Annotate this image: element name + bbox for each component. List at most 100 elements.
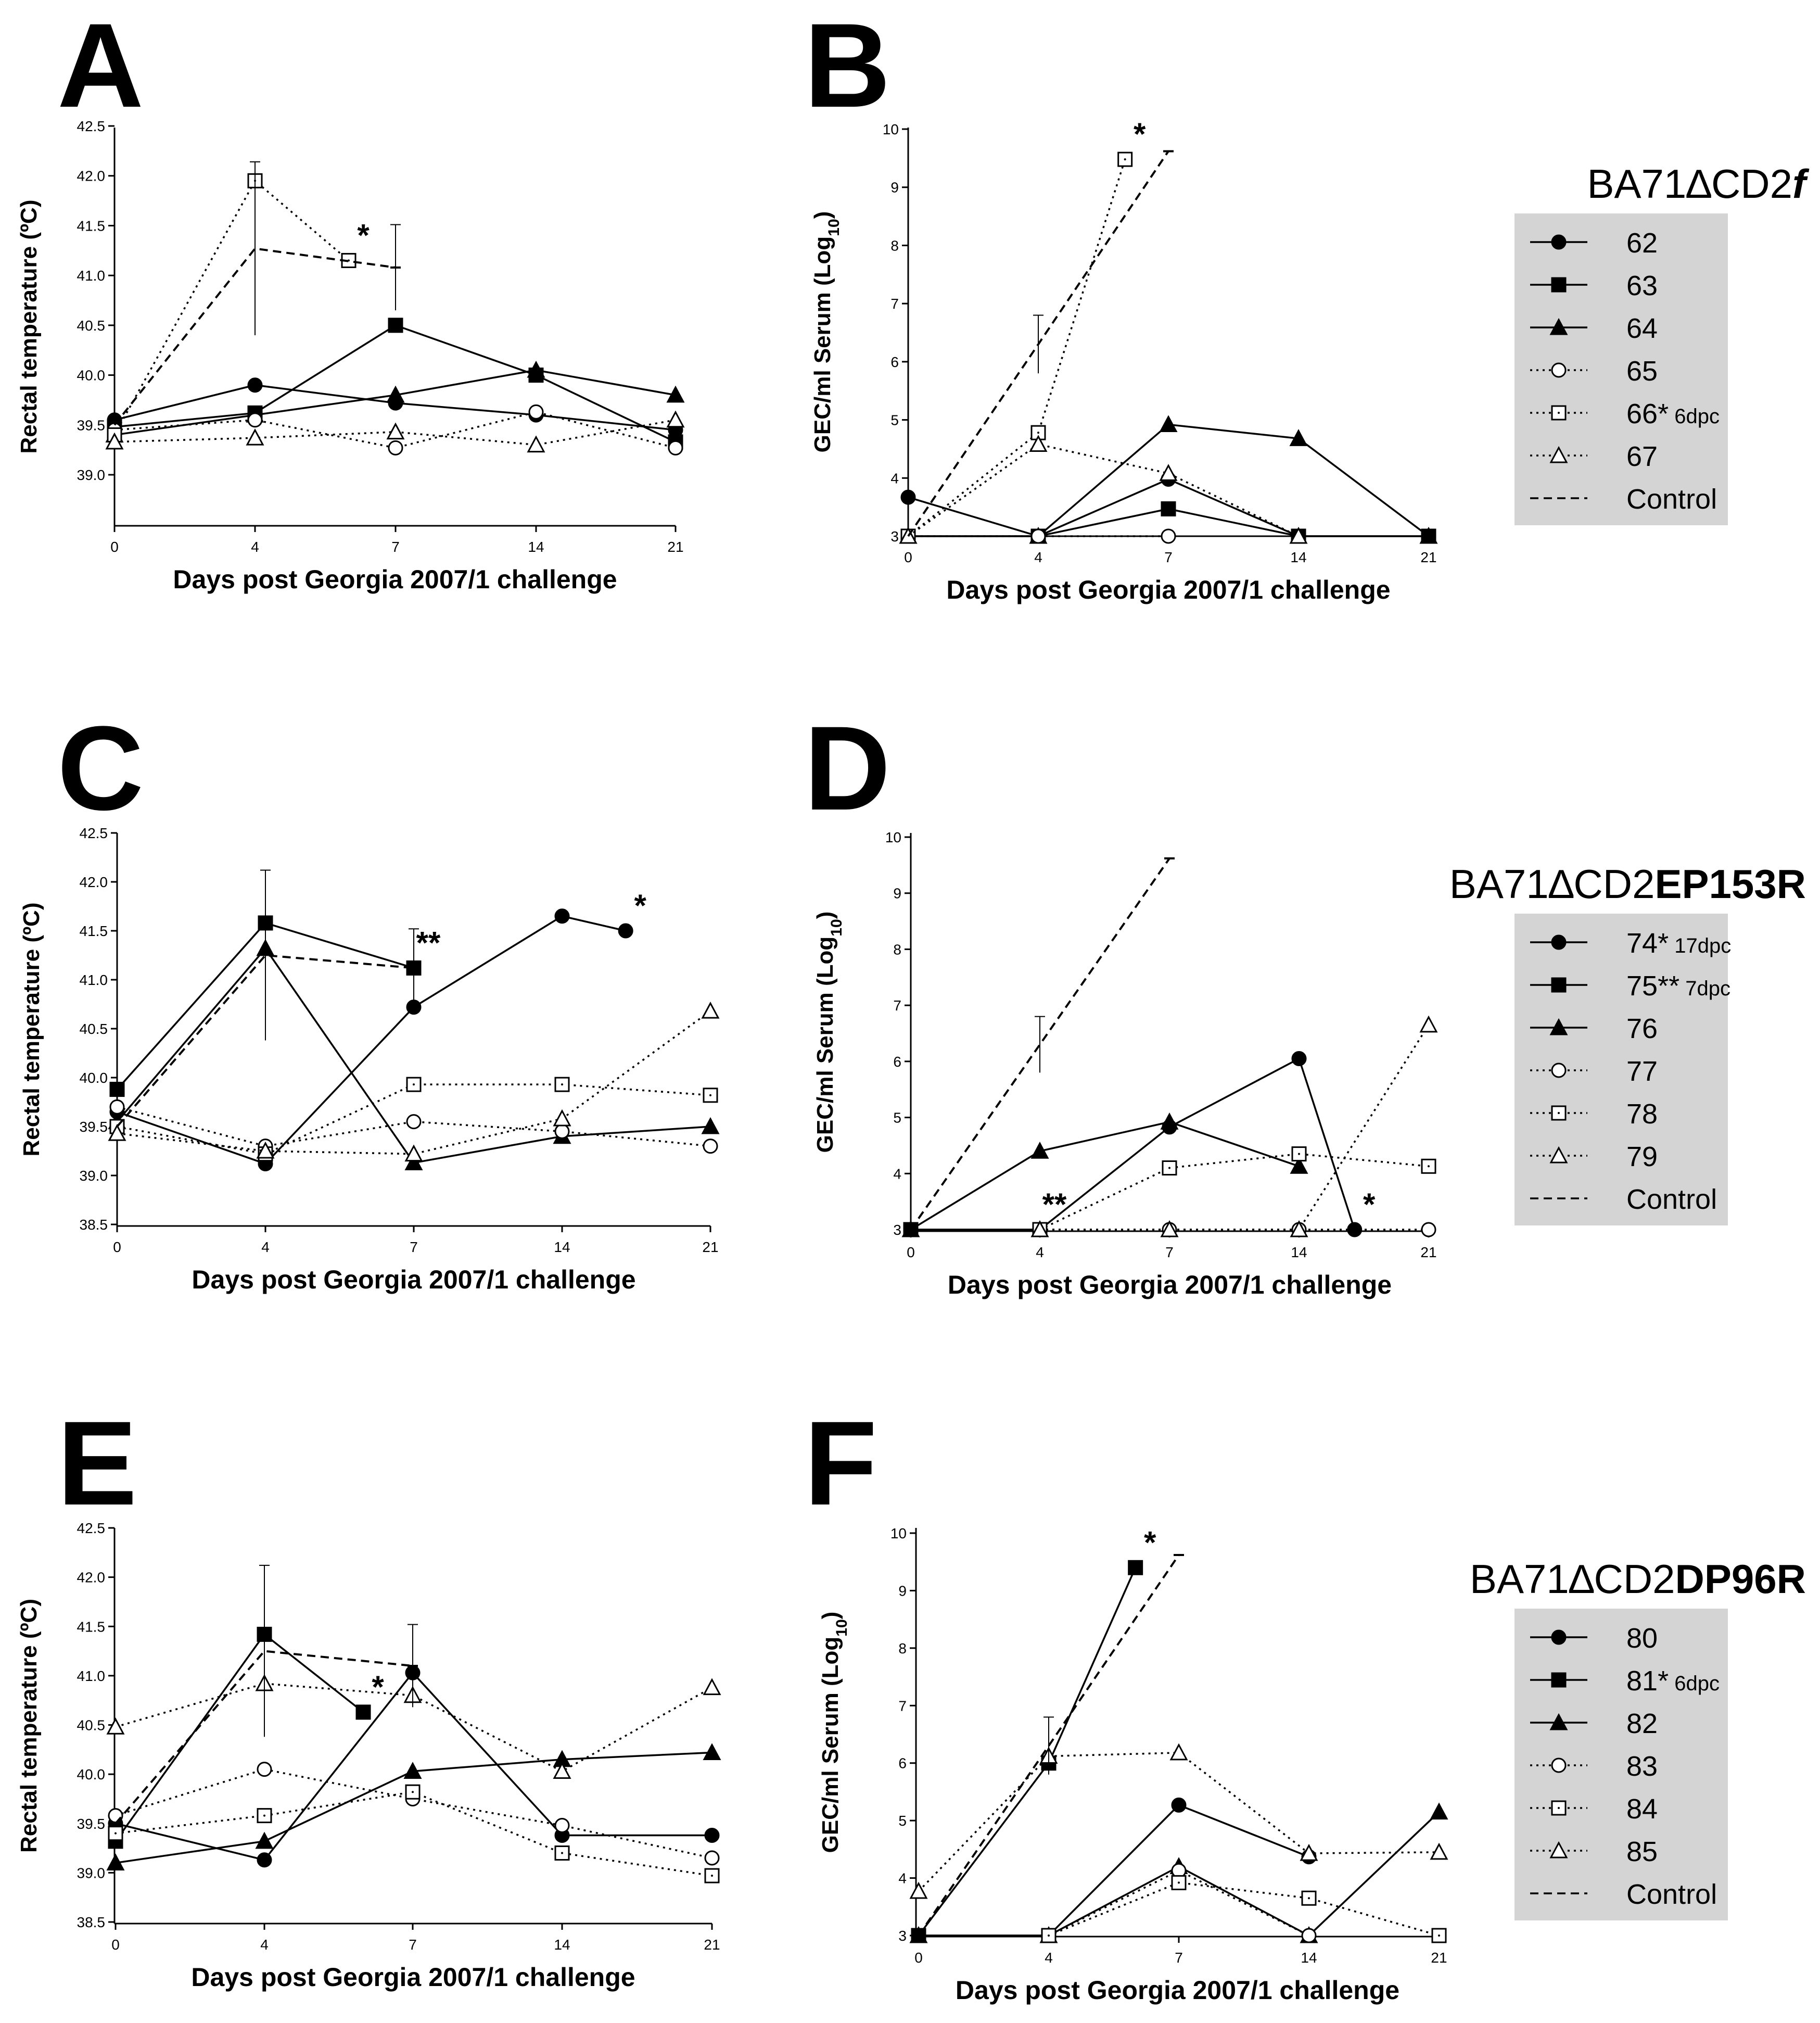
x-tick-label: 4 [1034, 549, 1042, 565]
series-control [918, 1553, 1184, 1937]
y-tick-label: 39.5 [80, 1119, 108, 1135]
y-tick-label: 6 [898, 1755, 907, 1772]
x-axis-title: Days post Georgia 2007/1 challenge [173, 565, 617, 594]
data-point [553, 1762, 571, 1779]
data-point [1421, 1222, 1436, 1237]
data-point [247, 377, 263, 393]
data-point-dot [1438, 1935, 1440, 1937]
data-point [618, 923, 633, 939]
y-axis-title: GEC/ml Serum (Log10) [818, 1612, 850, 1853]
x-axis-title: Days post Georgia 2007/1 challenge [946, 575, 1390, 604]
legend-marker [1549, 1841, 1568, 1858]
data-point [554, 1123, 570, 1139]
series-82 [106, 1743, 721, 1870]
legend-title: BA71∆CD2EP153R [1449, 861, 1806, 907]
data-point-dot [1037, 432, 1039, 434]
data-point [355, 1704, 371, 1720]
x-tick-label: 21 [667, 539, 683, 555]
y-tick-label: 8 [890, 237, 899, 254]
annotation-star: ** [1042, 1187, 1067, 1222]
y-tick-label: 40.0 [77, 368, 106, 384]
x-tick-label: 7 [1175, 1950, 1183, 1966]
data-point-dot [413, 1083, 415, 1086]
legend-box [1514, 914, 1728, 1225]
chart-panel-a: A 39.0 39.5 40.0 40.5 41.0 41.5 42.0 42.5 0 4 7 14 21… [16, 0, 685, 594]
panel-letter-b: B [804, 0, 890, 132]
y-tick-label: 9 [893, 886, 901, 902]
y-axis-title: Rectal temperature (ºC) [16, 1599, 42, 1853]
data-point-dot [263, 1814, 265, 1817]
legend-label: 79 [1626, 1141, 1658, 1172]
x-tick-label: 0 [113, 1239, 121, 1255]
data-point-dot [1298, 1153, 1300, 1155]
legend-label: 64 [1626, 313, 1658, 344]
y-tick-label: 41.5 [77, 218, 106, 234]
x-axis-title: Days post Georgia 2007/1 challenge [948, 1270, 1392, 1299]
legend-b: BA71∆CD2f 62 63 64 65 66* 6dpc 67 Control [1514, 161, 1810, 525]
data-point [703, 1139, 718, 1154]
annotation-star: * [1134, 117, 1146, 151]
x-tick-label: 0 [914, 1950, 923, 1966]
data-point-dot [114, 1832, 117, 1835]
y-tick-label: 42.5 [80, 825, 108, 841]
data-point-dot [709, 1094, 711, 1096]
chart-panel-e: E 38.5 39.0 39.5 40.0 40.5 41.0 41.5 42.0 42.5 0 4 7… [16, 1396, 721, 1992]
data-point [1161, 528, 1176, 544]
series-control [116, 869, 419, 1128]
x-tick-label: 21 [1420, 1244, 1436, 1260]
data-point [554, 908, 570, 924]
data-point [1291, 1051, 1307, 1066]
legend-marker [1551, 934, 1567, 950]
x-tick-label: 14 [528, 539, 544, 555]
data-point [1041, 1928, 1057, 1943]
data-point [106, 1717, 125, 1735]
data-point [554, 1818, 570, 1834]
y-tick-label: 5 [890, 412, 899, 428]
data-point [900, 489, 916, 505]
data-point [404, 1153, 423, 1171]
data-point [701, 1001, 720, 1019]
legend-marker [1551, 977, 1567, 993]
y-tick-label: 41.5 [77, 1619, 106, 1635]
series-65 [107, 404, 683, 456]
legend-label: 77 [1626, 1056, 1658, 1087]
y-tick-label: 7 [893, 997, 901, 1014]
series-line [907, 159, 1126, 537]
y-tick-label: 4 [893, 1166, 901, 1182]
data-point [668, 440, 683, 456]
data-point [1117, 151, 1133, 167]
data-point [1160, 1112, 1179, 1130]
data-point [1030, 1142, 1049, 1159]
data-point [704, 1850, 720, 1866]
x-tick-label: 4 [1036, 1244, 1044, 1260]
x-tick-label: 14 [1291, 1244, 1307, 1260]
annotation-star: * [1144, 1525, 1156, 1560]
y-tick-label: 42.0 [77, 168, 106, 184]
data-point [109, 1082, 125, 1097]
annotation-star: ** [416, 925, 441, 960]
series-79 [1030, 1015, 1438, 1237]
y-tick-label: 41.0 [80, 972, 108, 988]
data-point [704, 1827, 720, 1843]
series-84 [1041, 1875, 1447, 1943]
series-67 [105, 410, 685, 453]
x-tick-label: 7 [409, 1937, 417, 1953]
y-tick-label: 39.5 [77, 417, 106, 433]
x-tick-label: 21 [1431, 1950, 1447, 1966]
panel-letter-a: A [57, 0, 144, 132]
legend-marker [1549, 446, 1568, 463]
x-axis-title: Days post Georgia 2007/1 challenge [192, 1265, 635, 1294]
series-line [117, 1083, 711, 1155]
data-point [1290, 1157, 1308, 1174]
y-tick-label: 39.0 [77, 467, 106, 483]
data-point [909, 1881, 928, 1899]
y-tick-label: 10 [885, 829, 901, 845]
x-tick-label: 4 [1045, 1950, 1053, 1966]
y-tick-label: 42.5 [77, 118, 106, 134]
data-point-dot [1178, 1881, 1180, 1884]
legend-title: BA71∆CD2DP96R [1470, 1556, 1806, 1602]
legend-marker [1549, 1146, 1568, 1164]
